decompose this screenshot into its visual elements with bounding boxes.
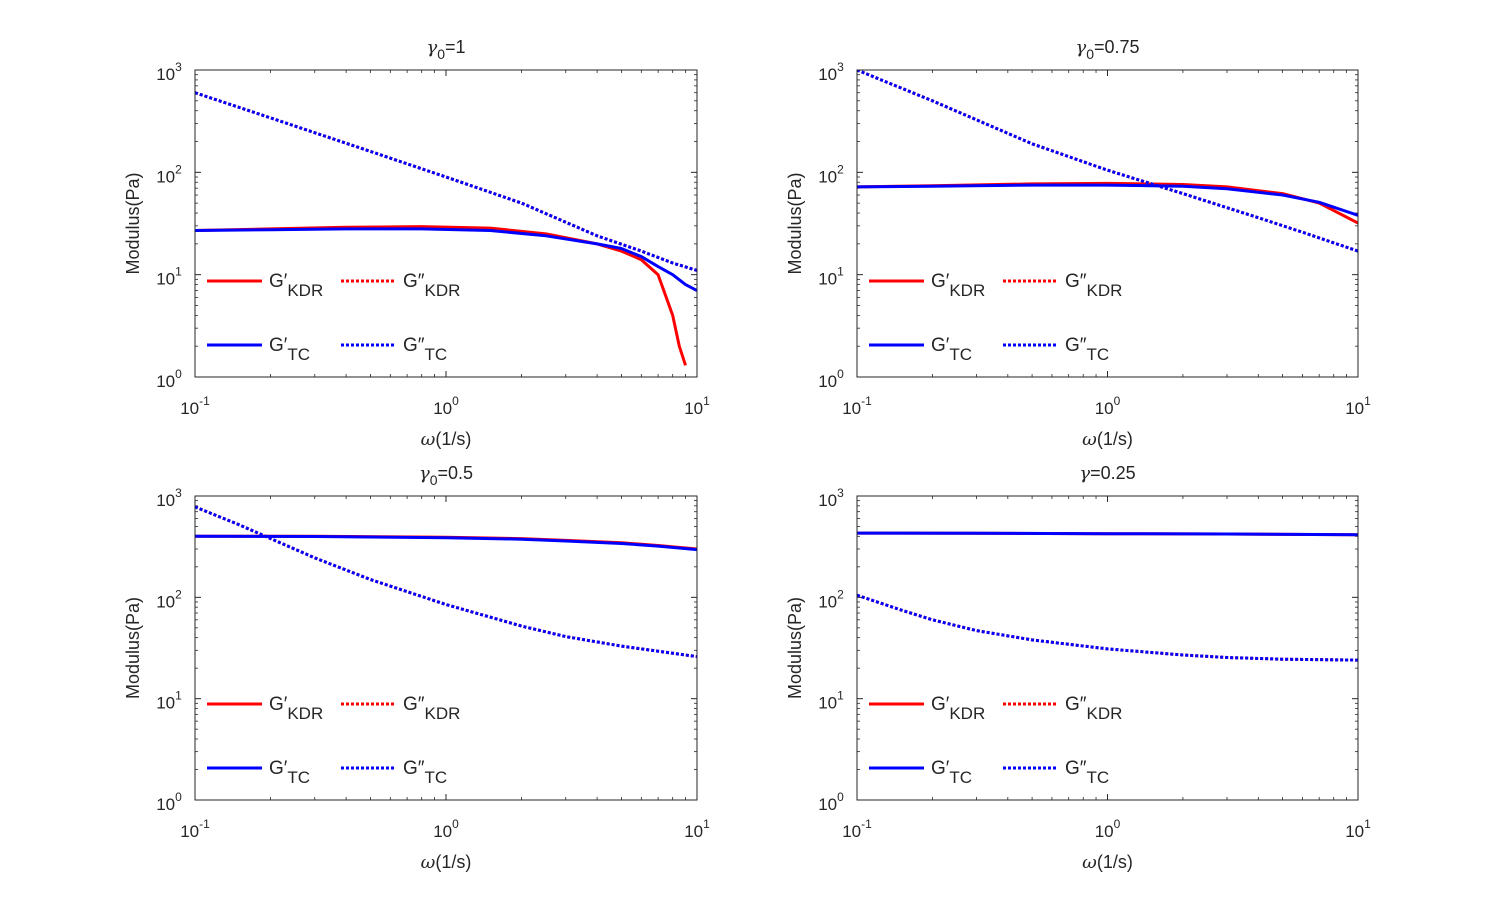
legend-label: G′KDR [269,694,323,723]
x-tick-label: 100 [433,817,459,841]
legend-label: G″TC [1065,335,1109,364]
series-line [195,505,697,659]
y-tick-label: 102 [818,162,844,186]
y-tick-label: 102 [818,587,844,611]
y-tick-label: 102 [156,162,182,186]
subplot-4: 10-1 100 101 100 101 102 103 γ=0.25 ω(1/s) Modulu… [785,463,1371,873]
y-tick-label: 101 [156,689,182,713]
legend: G′KDR G″KDR G′TC G″TC [207,694,460,787]
x-axis-label: ω(1/s) [1082,852,1133,873]
x-axis-label: ω(1/s) [1082,429,1133,450]
x-tick-label: 101 [684,394,710,418]
y-tick-label: 101 [818,265,844,289]
series-group [195,91,697,366]
y-tick-label: 100 [156,790,182,814]
y-tick-label: 103 [818,60,844,84]
x-axis-label: ω(1/s) [421,429,472,450]
subplot-title: γ=0.25 [1079,463,1135,484]
subplot-title: γ0=0.5 [419,463,473,488]
legend-label: G′KDR [931,271,985,300]
legend-label: G″KDR [1065,271,1122,300]
x-tick-label: 100 [1095,394,1121,418]
y-tick-label: 101 [156,265,182,289]
y-tick-label: 103 [818,486,844,510]
axes-box [856,495,1359,801]
y-tick-label: 103 [156,60,182,84]
series-line [195,534,697,552]
x-tick-label: 10-1 [842,394,872,418]
y-axis-label: Modulus(Pa) [123,172,143,274]
y-tick-label: 100 [156,367,182,391]
legend: G′KDR G″KDR G′TC G″TC [869,694,1122,787]
series-line [195,91,697,272]
y-axis-label: Modulus(Pa) [785,597,805,699]
x-axis-label: ω(1/s) [421,852,472,873]
subplot-title: γ0=0.75 [1075,37,1139,62]
y-axis-label: Modulus(Pa) [123,597,143,699]
legend-label: G″TC [403,758,447,787]
series-line [195,227,697,292]
series-group [857,531,1358,662]
axes-box [856,69,1359,378]
x-tick-label: 10-1 [180,817,210,841]
y-tick-label: 100 [818,367,844,391]
x-tick-label: 10-1 [842,817,872,841]
axes-box [194,69,698,378]
legend: G′KDR G″KDR G′TC G″TC [869,271,1122,364]
y-axis-label: Modulus(Pa) [785,172,805,274]
series-group [195,505,697,659]
y-tick-label: 102 [156,587,182,611]
legend-label: G″KDR [1065,694,1122,723]
x-tick-label: 101 [1345,394,1371,418]
plot-area [195,70,697,377]
legend-label: G″KDR [403,694,460,723]
legend-label: G′KDR [931,694,985,723]
subplot-title: γ0=1 [426,37,465,62]
axes-box [194,495,698,801]
plot-area [857,70,1358,377]
x-tick-label: 10-1 [180,394,210,418]
series-line [857,183,1358,217]
x-tick-label: 101 [1345,817,1371,841]
legend-label: G″TC [403,335,447,364]
legend-label: G′TC [931,758,972,787]
series-line [857,531,1358,537]
legend-label: G″TC [1065,758,1109,787]
legend-label: G″KDR [403,271,460,300]
y-tick-label: 100 [818,790,844,814]
legend: G′KDR G″KDR G′TC G″TC [207,271,460,364]
plot-area [195,496,697,800]
y-tick-label: 101 [818,689,844,713]
subplot-3: 10-1 100 101 100 101 102 103 γ0=0.5 ω(1/s) Modulu… [123,463,710,873]
legend-label: G′KDR [269,271,323,300]
subplot-2: 10-1 100 101 100 101 102 103 γ0=0.75 ω(1/s) Modul… [785,37,1371,450]
series-group [857,70,1358,253]
legend-label: G′TC [269,758,310,787]
legend-label: G′TC [931,335,972,364]
series-line [857,70,1358,253]
x-tick-label: 100 [1095,817,1121,841]
series-line [857,593,1358,662]
legend-label: G′TC [269,335,310,364]
subplot-1: 10-1 100 101 100 101 102 103 γ0=1 ω(1/s) Modulus(… [123,37,710,450]
x-tick-label: 100 [433,394,459,418]
x-tick-label: 101 [684,817,710,841]
y-tick-label: 103 [156,486,182,510]
